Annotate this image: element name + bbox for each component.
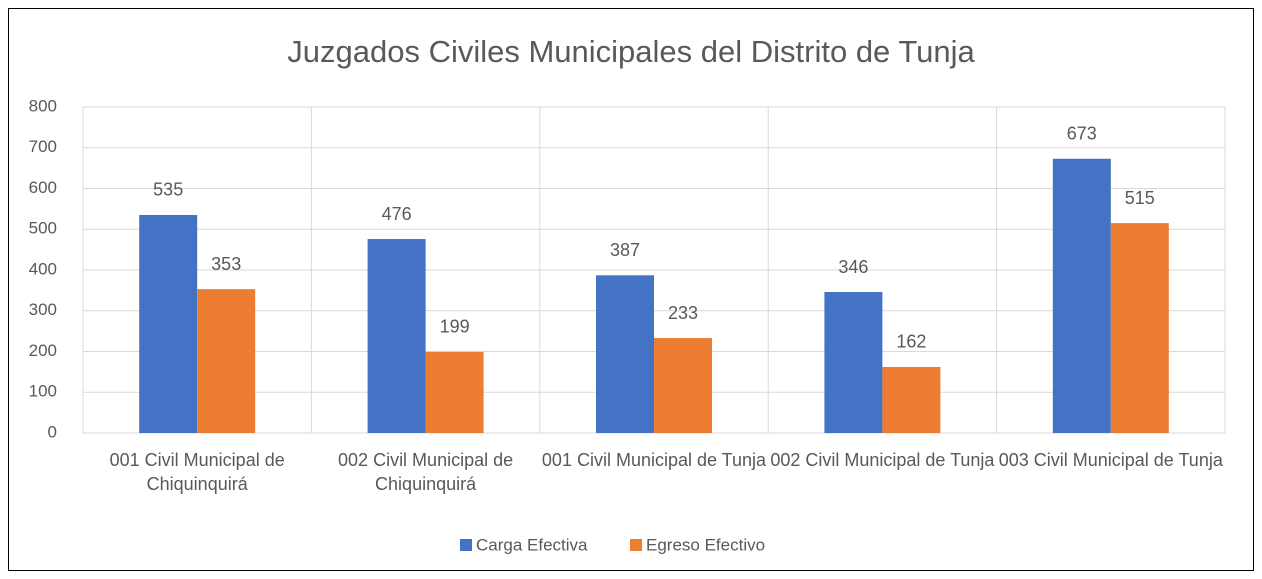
data-label: 515 <box>1125 188 1155 208</box>
bar <box>824 292 883 433</box>
x-tick-label: 001 Civil Municipal de Chiquinquirá <box>109 450 285 494</box>
bar <box>596 275 654 433</box>
bar <box>139 214 198 433</box>
legend-label: Egreso Efectivo <box>646 535 765 554</box>
bar <box>654 338 712 433</box>
data-label: 162 <box>896 332 926 352</box>
y-tick-label: 300 <box>29 300 57 319</box>
x-tick-label: 001 Civil Municipal de Tunja <box>541 450 767 470</box>
legend-label: Carga Efectiva <box>476 535 588 554</box>
y-tick-label: 500 <box>29 219 57 238</box>
legend-swatch <box>630 539 642 551</box>
x-tick-label: 002 Civil Municipal de Tunja <box>770 450 995 470</box>
bar <box>882 366 941 433</box>
y-tick-label: 700 <box>29 137 57 156</box>
data-label: 387 <box>610 240 640 260</box>
chart-title: Juzgados Civiles Municipales del Distrit… <box>287 34 975 69</box>
data-label: 199 <box>440 317 470 337</box>
data-label: 476 <box>382 204 412 224</box>
data-label: 535 <box>153 180 183 200</box>
data-label: 673 <box>1067 124 1097 144</box>
data-label: 233 <box>668 303 698 323</box>
bar <box>1052 158 1111 433</box>
y-tick-label: 0 <box>48 422 57 441</box>
y-tick-label: 100 <box>29 382 57 401</box>
bar <box>367 239 426 433</box>
bar <box>425 351 484 433</box>
y-tick-label: 200 <box>29 341 57 360</box>
y-tick-label: 600 <box>29 178 57 197</box>
y-tick-label: 400 <box>29 259 57 278</box>
data-label: 346 <box>838 257 868 277</box>
y-tick-label: 800 <box>29 96 57 115</box>
legend-swatch <box>460 539 472 551</box>
bar <box>1110 223 1169 433</box>
x-tick-label: 002 Civil Municipal de Chiquinquirá <box>338 450 514 494</box>
x-tick-label: 003 Civil Municipal de Tunja <box>998 450 1223 470</box>
bar <box>197 289 256 433</box>
data-label: 353 <box>211 254 241 274</box>
